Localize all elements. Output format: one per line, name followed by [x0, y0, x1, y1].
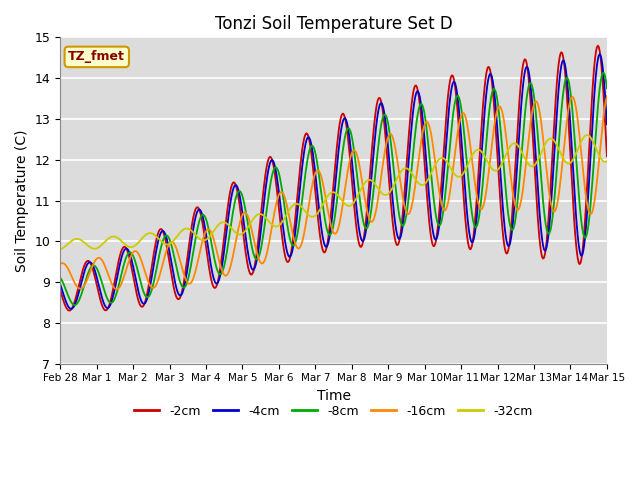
- Title: Tonzi Soil Temperature Set D: Tonzi Soil Temperature Set D: [214, 15, 452, 33]
- -8cm: [56, 275, 64, 280]
- -16cm: [422, 119, 430, 125]
- -8cm: [154, 259, 162, 265]
- -16cm: [56, 261, 64, 267]
- -4cm: [56, 281, 64, 287]
- Text: TZ_fmet: TZ_fmet: [68, 50, 125, 63]
- -32cm: [197, 237, 205, 242]
- -16cm: [380, 159, 387, 165]
- -32cm: [468, 153, 476, 159]
- -32cm: [378, 191, 386, 196]
- X-axis label: Time: Time: [317, 389, 351, 403]
- -16cm: [305, 204, 312, 210]
- -2cm: [198, 216, 205, 221]
- -2cm: [594, 43, 602, 48]
- Y-axis label: Soil Temperature (C): Soil Temperature (C): [15, 129, 29, 272]
- Line: -4cm: -4cm: [60, 54, 607, 309]
- -8cm: [305, 152, 312, 157]
- -2cm: [380, 112, 387, 118]
- -8cm: [380, 113, 387, 119]
- -4cm: [596, 51, 604, 57]
- -16cm: [113, 287, 120, 292]
- -8cm: [198, 213, 205, 218]
- -4cm: [198, 210, 205, 216]
- -8cm: [71, 302, 79, 308]
- -32cm: [304, 211, 312, 217]
- -16cm: [198, 241, 205, 247]
- -2cm: [469, 239, 477, 244]
- -2cm: [65, 308, 73, 313]
- -2cm: [154, 231, 162, 237]
- -16cm: [603, 93, 611, 99]
- -2cm: [305, 134, 312, 140]
- -4cm: [380, 105, 387, 111]
- -8cm: [469, 216, 477, 222]
- -32cm: [56, 246, 64, 252]
- -4cm: [603, 121, 611, 127]
- Line: -2cm: -2cm: [60, 46, 607, 311]
- -32cm: [583, 132, 591, 138]
- -4cm: [305, 134, 312, 140]
- -32cm: [422, 180, 429, 186]
- -4cm: [422, 157, 430, 163]
- Line: -32cm: -32cm: [60, 135, 607, 249]
- -32cm: [603, 158, 611, 164]
- -4cm: [67, 306, 75, 312]
- Line: -8cm: -8cm: [60, 72, 607, 305]
- Legend: -2cm, -4cm, -8cm, -16cm, -32cm: -2cm, -4cm, -8cm, -16cm, -32cm: [129, 400, 538, 423]
- -2cm: [56, 287, 64, 293]
- -2cm: [422, 182, 430, 188]
- -16cm: [469, 163, 477, 169]
- Line: -16cm: -16cm: [60, 96, 607, 289]
- -4cm: [154, 240, 162, 246]
- -2cm: [603, 153, 611, 159]
- -8cm: [600, 70, 607, 75]
- -4cm: [469, 239, 477, 245]
- -32cm: [153, 234, 161, 240]
- -16cm: [154, 278, 162, 284]
- -8cm: [603, 85, 611, 91]
- -8cm: [422, 122, 430, 128]
